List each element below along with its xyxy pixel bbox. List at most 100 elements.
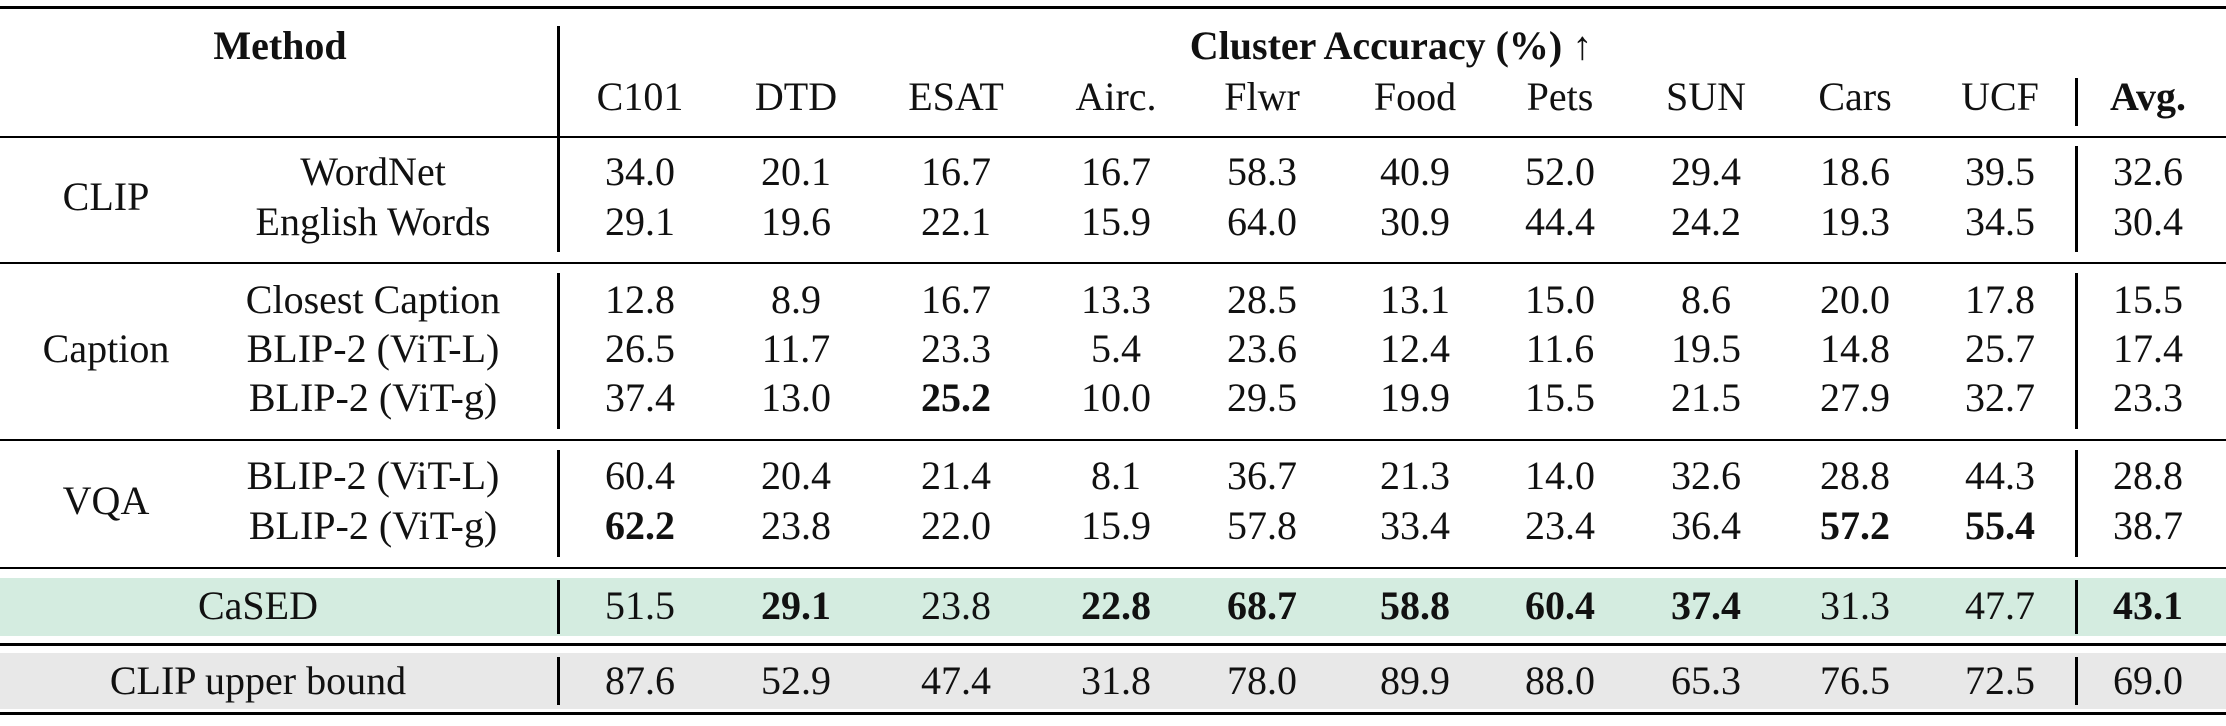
avg-cell: 69.0 <box>2113 658 2183 703</box>
table-cell: 60.4 <box>605 453 675 498</box>
table-cell: 23.4 <box>1525 503 1595 548</box>
table-cell: 58.3 <box>1227 149 1297 194</box>
table-cell: 78.0 <box>1227 658 1297 703</box>
table-cell: 52.0 <box>1525 149 1595 194</box>
column-header-dtd: DTD <box>754 74 838 119</box>
table-cell: 8.9 <box>771 277 821 322</box>
table-cell: 37.4 <box>1671 583 1741 628</box>
table-cell: 26.5 <box>605 326 675 371</box>
avg-cell: 43.1 <box>2113 583 2183 628</box>
table-cell: 31.8 <box>1081 658 1151 703</box>
cased-highlight <box>0 578 2226 636</box>
table-cell: 72.5 <box>1965 658 2035 703</box>
avg-cell: 17.4 <box>2113 326 2183 371</box>
upper-bound-highlight <box>0 653 2226 709</box>
avg-cell: 38.7 <box>2113 503 2183 548</box>
table-cell: 12.8 <box>605 277 675 322</box>
rule-0 <box>0 6 2226 9</box>
method-name: BLIP-2 (ViT-L) <box>246 326 500 371</box>
table-cell: 18.6 <box>1820 149 1890 194</box>
table-cell: 14.0 <box>1525 453 1595 498</box>
table-cell: 23.6 <box>1227 326 1297 371</box>
method-name: Closest Caption <box>245 277 501 322</box>
avg-separator <box>2075 273 2078 429</box>
table-cell: 24.2 <box>1671 199 1741 244</box>
table-cell: 22.8 <box>1081 583 1151 628</box>
table-cell: 40.9 <box>1380 149 1450 194</box>
table-cell: 5.4 <box>1091 326 1141 371</box>
table-cell: 44.4 <box>1525 199 1595 244</box>
rule-6 <box>0 712 2226 715</box>
table-cell: 34.0 <box>605 149 675 194</box>
table-cell: 15.9 <box>1081 503 1151 548</box>
table-cell: 88.0 <box>1525 658 1595 703</box>
column-header-cars: Cars <box>1818 74 1892 119</box>
table-cell: 44.3 <box>1965 453 2035 498</box>
table-cell: 57.2 <box>1820 503 1890 548</box>
avg-cell: 30.4 <box>2113 199 2183 244</box>
method-separator <box>557 657 560 705</box>
table-cell: 33.4 <box>1380 503 1450 548</box>
table-cell: 13.0 <box>761 375 831 420</box>
method-separator <box>557 26 560 252</box>
table-cell: 8.1 <box>1091 453 1141 498</box>
table-cell: 21.3 <box>1380 453 1450 498</box>
method-name: WordNet <box>300 149 446 194</box>
table-cell: 21.5 <box>1671 375 1741 420</box>
table-cell: 28.5 <box>1227 277 1297 322</box>
group-label-caption: Caption <box>42 326 170 371</box>
rule-4 <box>0 567 2226 569</box>
avg-separator <box>2075 78 2078 126</box>
table-cell: 32.7 <box>1965 375 2035 420</box>
table-cell: 23.3 <box>921 326 991 371</box>
table-cell: 19.5 <box>1671 326 1741 371</box>
table-cell: 52.9 <box>761 658 831 703</box>
table-cell: 21.4 <box>921 453 991 498</box>
table-cell: 58.8 <box>1380 583 1450 628</box>
table-cell: 16.7 <box>921 277 991 322</box>
table-cell: 57.8 <box>1227 503 1297 548</box>
table-cell: 28.8 <box>1820 453 1890 498</box>
table-cell: 17.8 <box>1965 277 2035 322</box>
table-cell: 14.8 <box>1820 326 1890 371</box>
column-header-ucf: UCF <box>1961 74 2039 119</box>
table-cell: 62.2 <box>605 503 675 548</box>
table-cell: 15.9 <box>1081 199 1151 244</box>
rule-1 <box>0 136 2226 138</box>
rule-5 <box>0 643 2226 646</box>
table-cell: 11.6 <box>1525 326 1595 371</box>
table-cell: 68.7 <box>1227 583 1297 628</box>
table-cell: 23.8 <box>921 583 991 628</box>
table-cell: 29.5 <box>1227 375 1297 420</box>
table-cell: 16.7 <box>921 149 991 194</box>
cluster-accuracy-header: Cluster Accuracy (%) ↑ <box>1190 22 1593 70</box>
table-cell: 13.1 <box>1380 277 1450 322</box>
method-header: Method <box>213 23 347 68</box>
avg-separator <box>2075 657 2078 705</box>
table-cell: 13.3 <box>1081 277 1151 322</box>
avg-separator <box>2075 580 2078 634</box>
method-separator <box>557 273 560 429</box>
table-cell: 20.1 <box>761 149 831 194</box>
method-separator <box>557 580 560 634</box>
table-cell: 47.4 <box>921 658 991 703</box>
table-cell: 22.0 <box>921 503 991 548</box>
column-header-sun: SUN <box>1665 74 1747 119</box>
group-label-clip: CLIP <box>62 174 150 219</box>
group-label-vqa: VQA <box>62 478 150 523</box>
cluster-accuracy-title: Cluster Accuracy (%) <box>1189 23 1573 68</box>
table-cell: 64.0 <box>1227 199 1297 244</box>
table-cell: 36.4 <box>1671 503 1741 548</box>
rule-2 <box>0 262 2226 264</box>
column-header-flwr: Flwr <box>1224 74 1300 119</box>
table-cell: 89.9 <box>1380 658 1450 703</box>
method-name: BLIP-2 (ViT-g) <box>248 503 498 548</box>
table-cell: 34.5 <box>1965 199 2035 244</box>
table-cell: 15.0 <box>1525 277 1595 322</box>
table-cell: 39.5 <box>1965 149 2035 194</box>
table-cell: 29.4 <box>1671 149 1741 194</box>
method-name: English Words <box>255 199 491 244</box>
method-name: BLIP-2 (ViT-L) <box>246 453 500 498</box>
table-cell: 55.4 <box>1965 503 2035 548</box>
